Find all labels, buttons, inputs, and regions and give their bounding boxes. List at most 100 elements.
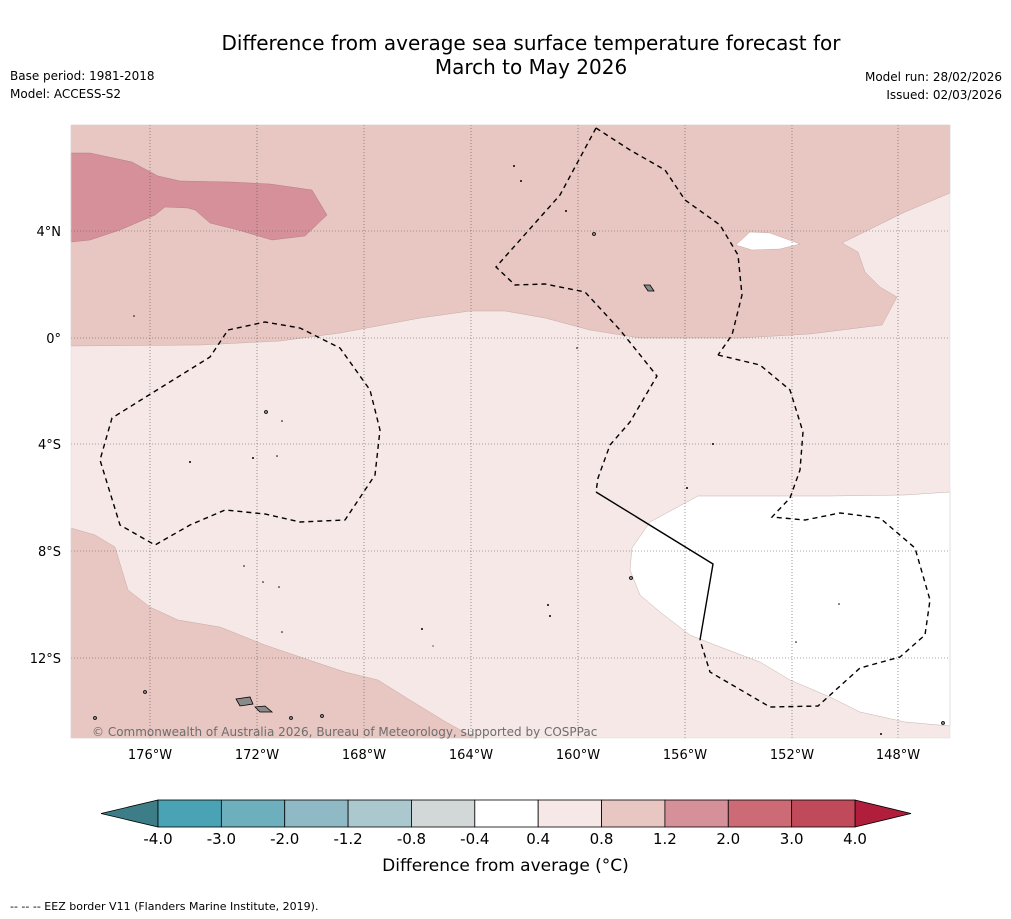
- lat-label-0: 0°: [46, 332, 61, 347]
- colorbar-extend-high: [854, 799, 912, 828]
- lon-label-148w: 148°W: [876, 748, 920, 763]
- colorbar-swatch: [347, 799, 412, 828]
- atoll-dot: [189, 461, 191, 463]
- island-north: [643, 284, 655, 292]
- latitude-labels: 4°N 0° 4°S 8°S 12°S: [30, 225, 61, 667]
- copyright-notice: © Commonwealth of Australia 2026, Bureau…: [92, 725, 597, 739]
- eez-border-central: [495, 127, 658, 493]
- atoll-dot: [281, 631, 283, 633]
- colorbar-swatch: [601, 799, 666, 828]
- atoll-dot: [276, 455, 278, 457]
- colorbar-swatch: [537, 799, 602, 828]
- atoll-dot: [243, 565, 245, 567]
- colorbar-swatch: [220, 799, 286, 828]
- colorbar-tick-label: 1.2: [653, 830, 677, 848]
- atoll-dot: [880, 733, 882, 735]
- atoll-dot: [576, 347, 578, 349]
- colorbar-swatch: [791, 799, 856, 828]
- island-dot: [592, 232, 596, 236]
- model-run: Model run: 28/02/2026: [864, 70, 1002, 84]
- model-name: Model: ACCESS-S2: [10, 87, 122, 101]
- colorbar-swatch: [284, 799, 349, 828]
- colorbar-swatch: [727, 799, 793, 828]
- lon-label-172w: 172°W: [235, 748, 279, 763]
- atoll-dot: [686, 487, 688, 489]
- colorbar-swatch: [664, 799, 729, 828]
- atoll-dot: [520, 180, 522, 182]
- lon-label-152w: 152°W: [770, 748, 814, 763]
- atoll-dot: [432, 645, 434, 647]
- atoll-dot: [262, 581, 264, 583]
- island-dot: [289, 716, 293, 720]
- colorbar-tick-label: -4.0: [143, 830, 172, 848]
- lon-label-168w: 168°W: [342, 748, 386, 763]
- meta-right: Model run: 28/02/2026 Issued: 02/03/2026: [865, 68, 1002, 104]
- eez-border-east: [699, 354, 931, 708]
- base-period: Base period: 1981-2018: [10, 69, 155, 83]
- anomaly-region-warm: [70, 152, 328, 243]
- colorbar-ticks: -4.0 -3.0 -2.0 -1.2 -0.8 -0.4 0.4 0.8 1.2 2.0 3.0 4…: [143, 830, 867, 848]
- atoll-dot: [133, 315, 135, 317]
- colorbar-tick-label: -0.4: [460, 830, 489, 848]
- colorbar-tick-label: -0.8: [397, 830, 426, 848]
- eez-border-west: [99, 321, 381, 546]
- island-medium: [254, 705, 274, 713]
- colorbar-tick-label: -2.0: [270, 830, 299, 848]
- island-dot: [320, 714, 324, 718]
- chart-title: Difference from average sea surface temp…: [0, 31, 1011, 79]
- colorbar-swatch: [474, 799, 539, 828]
- colorbar: -4.0 -3.0 -2.0 -1.2 -0.8 -0.4 0.4 0.8 1.2 2.0 3.0 4…: [100, 799, 912, 848]
- atoll-dot: [547, 604, 549, 606]
- lon-label-176w: 176°W: [128, 748, 172, 763]
- anomaly-region-southwest: [70, 527, 476, 739]
- atoll-dot: [421, 628, 423, 630]
- lon-label-156w: 156°W: [663, 748, 707, 763]
- colorbar-swatch: [411, 799, 476, 828]
- colorbar-tick-label: 0.4: [526, 830, 550, 848]
- island-dot: [93, 716, 97, 720]
- atoll-dot: [838, 603, 840, 605]
- solid-boundary: [595, 491, 714, 641]
- lon-label-160w: 160°W: [556, 748, 600, 763]
- atoll-dot: [252, 457, 254, 459]
- island-dot: [941, 721, 945, 725]
- lat-label-12s: 12°S: [30, 652, 61, 667]
- colorbar-title: Difference from average (°C): [382, 856, 629, 876]
- atoll-dot: [549, 615, 551, 617]
- lat-label-8s: 8°S: [38, 545, 61, 560]
- title-line-1: Difference from average sea surface temp…: [221, 31, 841, 55]
- colorbar-swatch: [157, 799, 222, 828]
- atoll-dot: [565, 210, 567, 212]
- atoll-dot: [712, 443, 714, 445]
- islands: [93, 232, 945, 725]
- island-dot: [143, 690, 147, 694]
- map-frame: [70, 124, 951, 739]
- meta-left: Base period: 1981-2018 Model: ACCESS-S2: [10, 67, 155, 103]
- colorbar-tick-label: -1.2: [333, 830, 362, 848]
- graticule: [71, 125, 950, 738]
- colorbar-tick-label: 2.0: [716, 830, 740, 848]
- colorbar-boxes: [157, 799, 856, 828]
- atoll-dot: [278, 586, 280, 588]
- lat-label-4s: 4°S: [38, 438, 61, 453]
- island-dot: [264, 410, 268, 414]
- atolls: [133, 165, 882, 735]
- neutral-pocket-north: [735, 231, 801, 251]
- island-dot: [629, 576, 633, 580]
- issued-date: Issued: 02/03/2026: [886, 88, 1002, 102]
- atoll-dot: [513, 165, 515, 167]
- colorbar-tick-label: -3.0: [207, 830, 236, 848]
- island-large: [235, 696, 254, 707]
- atoll-dot: [795, 641, 797, 643]
- colorbar-tick-label: 4.0: [843, 830, 867, 848]
- eez-borders: [99, 127, 931, 708]
- eez-border-north: [595, 127, 743, 356]
- colorbar-extend-low: [100, 799, 159, 828]
- title-line-2: March to May 2026: [434, 55, 628, 79]
- longitude-labels: 176°W 172°W 168°W 164°W 160°W 156°W 152°…: [128, 748, 920, 763]
- neutral-region-southeast: [629, 491, 951, 727]
- lat-label-4n: 4°N: [37, 225, 62, 240]
- colorbar-tick-label: 3.0: [780, 830, 804, 848]
- colorbar-tick-label: 0.8: [590, 830, 614, 848]
